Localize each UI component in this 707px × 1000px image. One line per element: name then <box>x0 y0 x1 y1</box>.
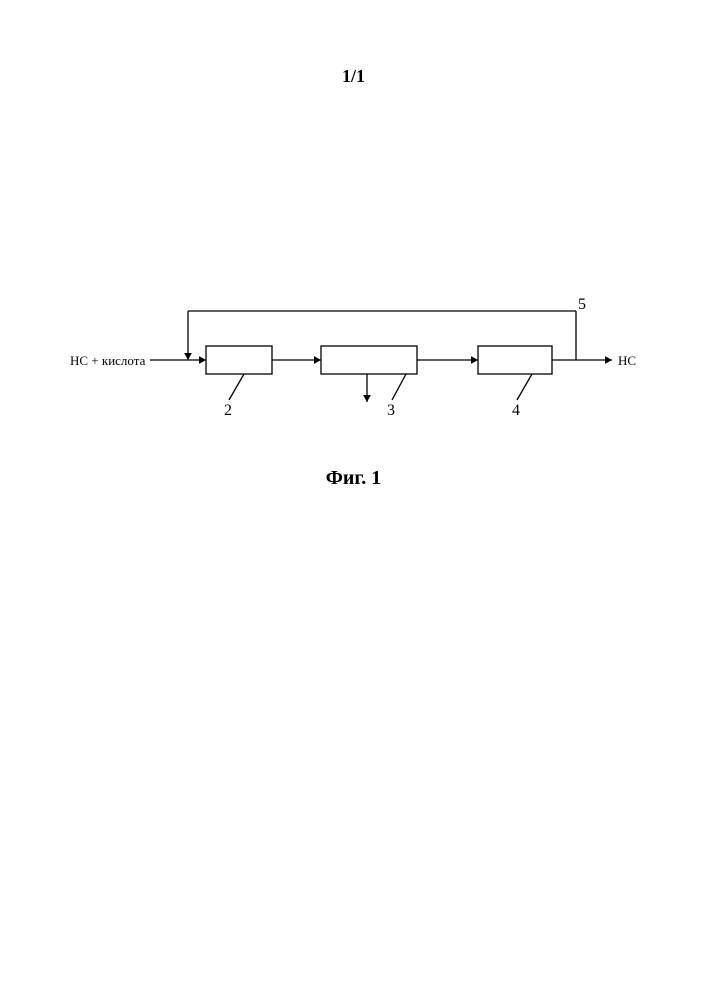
flow-diagram <box>0 0 707 1000</box>
